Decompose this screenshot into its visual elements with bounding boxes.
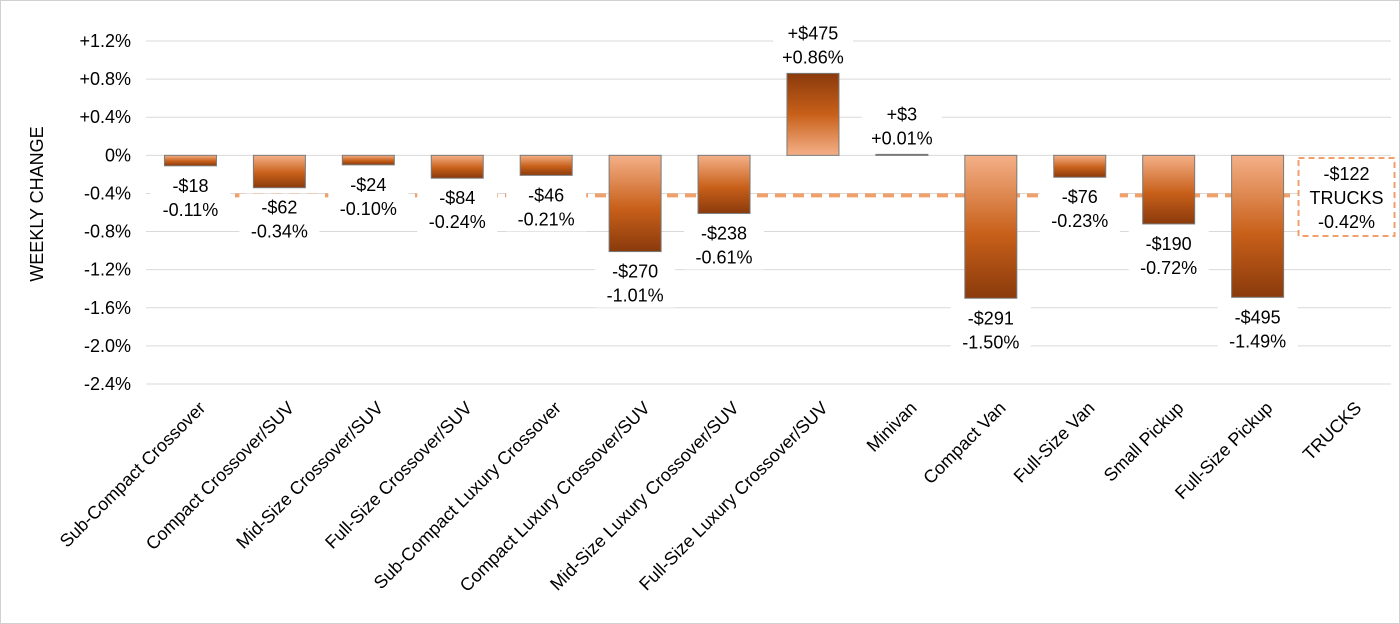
data-label-dollar: -$76: [1062, 187, 1098, 207]
data-label-dollar: +$3: [887, 104, 918, 124]
data-label-percent: -0.21%: [518, 209, 575, 229]
data-label-background: [684, 219, 765, 270]
data-label-percent: -0.61%: [696, 247, 753, 267]
bar-minivan: [875, 153, 929, 156]
y-tick-label: -2.4%: [84, 374, 131, 394]
category-label-compact-crossover-suv: Compact Crossover/SUV: [142, 398, 298, 554]
y-tick-label: -1.2%: [84, 260, 131, 280]
data-label-percent: -0.24%: [429, 212, 486, 232]
bar-full-size-crossover-suv: [430, 154, 484, 179]
bar-mid-size-luxury-crossover-suv: [697, 154, 751, 214]
data-label-background: [1217, 303, 1298, 354]
bar-mid-size-crossover-suv: [341, 154, 395, 166]
data-label-percent: -0.23%: [1051, 211, 1108, 231]
reference-callout-text: -$122: [1324, 164, 1370, 184]
data-label-background: [950, 304, 1031, 355]
data-label-background: [150, 171, 231, 222]
category-label-small-pickup: Small Pickup: [1100, 398, 1188, 486]
data-label-percent: -0.72%: [1140, 258, 1197, 278]
data-label-percent: -0.11%: [163, 200, 219, 220]
data-label-percent: -0.10%: [340, 199, 397, 219]
category-label-compact-van: Compact Van: [919, 398, 1009, 488]
bar-small-pickup: [1142, 154, 1196, 225]
category-label-trucks: TRUCKS: [1299, 398, 1365, 464]
data-label-background: [417, 184, 498, 235]
y-axis-ticks: +1.2% +0.8% +0.4% 0% -0.4% -0.8% -1.2% -1.6% -2.…: [79, 31, 131, 394]
category-label-mid-size-crossover-suv: Mid-Size Crossover/SUV: [232, 398, 387, 553]
y-axis-title: WEEKLY CHANGE: [27, 126, 47, 281]
category-label-sub-compact-crossover: Sub-Compact Crossover: [56, 398, 209, 551]
category-label-compact-luxury-crossover-suv: Compact Luxury Crossover/SUV: [456, 398, 654, 596]
data-label-dollar: -$270: [612, 262, 658, 282]
category-label-full-size-van: Full-Size Van: [1010, 398, 1099, 487]
data-label-percent: -1.49%: [1229, 331, 1286, 351]
data-label-percent: -0.34%: [251, 222, 308, 242]
data-label-dollar: -$238: [701, 223, 747, 243]
data-label-percent: -1.01%: [607, 286, 664, 306]
category-label-full-size-crossover-suv: Full-Size Crossover/SUV: [321, 398, 476, 553]
category-label-mid-size-luxury-crossover-suv: Mid-Size Luxury Crossover/SUV: [546, 398, 743, 595]
data-label-background: [1039, 183, 1120, 234]
bar-full-size-pickup: [1231, 154, 1285, 298]
data-label-dollar: -$190: [1146, 234, 1192, 254]
data-label-percent: -1.50%: [962, 332, 1019, 352]
category-label-sub-compact-luxury-crossover: Sub-Compact Luxury Crossover: [370, 398, 565, 593]
reference-callout-box: [1297, 157, 1396, 237]
reference-callout-text: TRUCKS: [1310, 188, 1384, 208]
bar-full-size-van: [1053, 154, 1107, 178]
data-label-background: [239, 193, 320, 244]
data-label-background: [595, 257, 676, 308]
data-label-dollar: -$24: [350, 175, 386, 195]
category-label-full-size-luxury-crossover-suv: Full-Size Luxury Crossover/SUV: [635, 398, 832, 595]
data-label-dollar: -$62: [261, 198, 297, 218]
y-tick-label: -1.6%: [84, 298, 131, 318]
data-labels: -$18 -0.11% -$62 -0.34% -$24 -0.10% -$84 -0.24%…: [150, 19, 1298, 355]
data-label-percent: +0.01%: [871, 128, 933, 148]
bar-compact-crossover-suv: [252, 154, 306, 189]
category-label-minivan: Minivan: [863, 398, 921, 456]
data-label-background: [328, 170, 409, 221]
y-tick-label: -0.4%: [84, 183, 131, 203]
bar-compact-luxury-crossover-suv: [608, 154, 662, 253]
data-label-background: [861, 100, 942, 151]
y-tick-label: +0.8%: [79, 69, 131, 89]
reference-callout-text: -0.42%: [1318, 212, 1375, 232]
data-label-dollar: -$495: [1235, 307, 1281, 327]
y-tick-label: +1.2%: [79, 31, 131, 51]
data-label-dollar: -$46: [528, 185, 564, 205]
data-label-dollar: +$475: [788, 23, 839, 43]
data-label-background: [772, 19, 853, 70]
y-tick-label: -0.8%: [84, 222, 131, 242]
data-label-background: [1128, 229, 1209, 280]
y-tick-label: +0.4%: [79, 107, 131, 127]
data-label-dollar: -$84: [439, 188, 475, 208]
category-label-full-size-pickup: Full-Size Pickup: [1171, 398, 1276, 503]
data-label-dollar: -$18: [172, 176, 208, 196]
bars: [163, 72, 1285, 299]
y-tick-label: 0%: [105, 145, 131, 165]
data-label-background: [506, 181, 587, 232]
data-label-percent: +0.86%: [782, 47, 844, 67]
bar-full-size-luxury-crossover-suv: [786, 72, 840, 156]
bar-sub-compact-luxury-crossover: [519, 154, 573, 176]
bar-compact-van: [964, 154, 1018, 299]
data-label-dollar: -$291: [968, 308, 1014, 328]
y-tick-label: -2.0%: [84, 336, 131, 356]
bar-sub-compact-crossover: [163, 154, 217, 167]
